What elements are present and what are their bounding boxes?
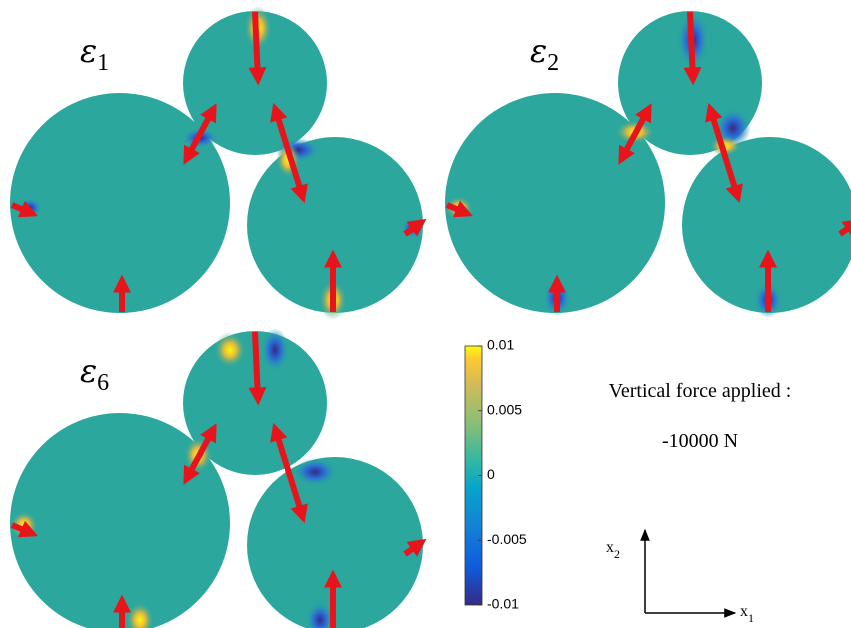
panel-label: ε1	[80, 32, 109, 76]
colorbar-tick-label: 0.005	[487, 401, 522, 417]
colorbar-tick-label: 0	[487, 466, 495, 482]
axes-icon: x2 x1	[606, 528, 754, 625]
panel: ε6	[10, 328, 423, 628]
panel-label: ε6	[80, 352, 109, 396]
axis-label: x2	[606, 539, 620, 561]
colorbar-tick-label: -0.005	[487, 531, 527, 547]
panel-label: ε2	[530, 32, 559, 76]
colorbar-tick-label: 0.01	[487, 337, 514, 353]
axis-label: x1	[740, 603, 754, 625]
force-value: -10000 N	[662, 430, 738, 452]
panel: ε1	[10, 6, 423, 320]
colorbar: 0.01 0.005 0 -0.005 -0.01	[464, 337, 527, 612]
force-label: Vertical force applied :	[609, 380, 792, 402]
colorbar-tick-label: -0.01	[487, 596, 519, 612]
panel: ε2	[445, 11, 851, 318]
